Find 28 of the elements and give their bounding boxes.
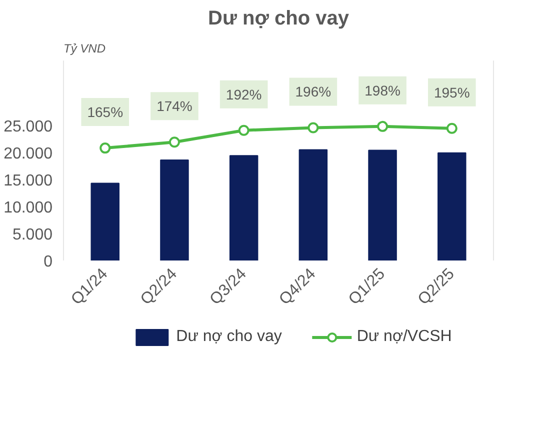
legend-label: Dư nợ/VCSH [356, 328, 452, 346]
data-label: 198% [364, 82, 400, 98]
data-label: 165% [87, 104, 124, 120]
bar [229, 155, 258, 260]
point [238, 124, 250, 136]
point [446, 122, 458, 134]
data-label: 196% [295, 84, 332, 100]
bar [160, 159, 189, 260]
point [100, 142, 111, 154]
y-tick-label: 0 [44, 254, 53, 270]
data-label: 192% [226, 86, 262, 102]
bar [90, 182, 120, 260]
y-axis-title: Tỷ VND [64, 42, 106, 56]
y-tick-label: 5.000 [12, 226, 53, 244]
bar [438, 152, 466, 260]
point [168, 136, 180, 148]
legend-label: Dư nợ cho vay [176, 328, 282, 346]
point [308, 122, 319, 134]
point [377, 120, 388, 132]
bar [368, 150, 397, 260]
chart-title: Dư nợ cho vay [208, 8, 350, 30]
y-tick-label: 10.000 [4, 199, 53, 216]
y-tick-label: 20.000 [4, 145, 53, 162]
y-tick-label: 25.000 [4, 118, 53, 136]
bar [298, 149, 328, 260]
data-label: 174% [156, 98, 192, 114]
data-label: 195% [434, 84, 470, 100]
y-tick-label: 15.000 [4, 172, 53, 190]
